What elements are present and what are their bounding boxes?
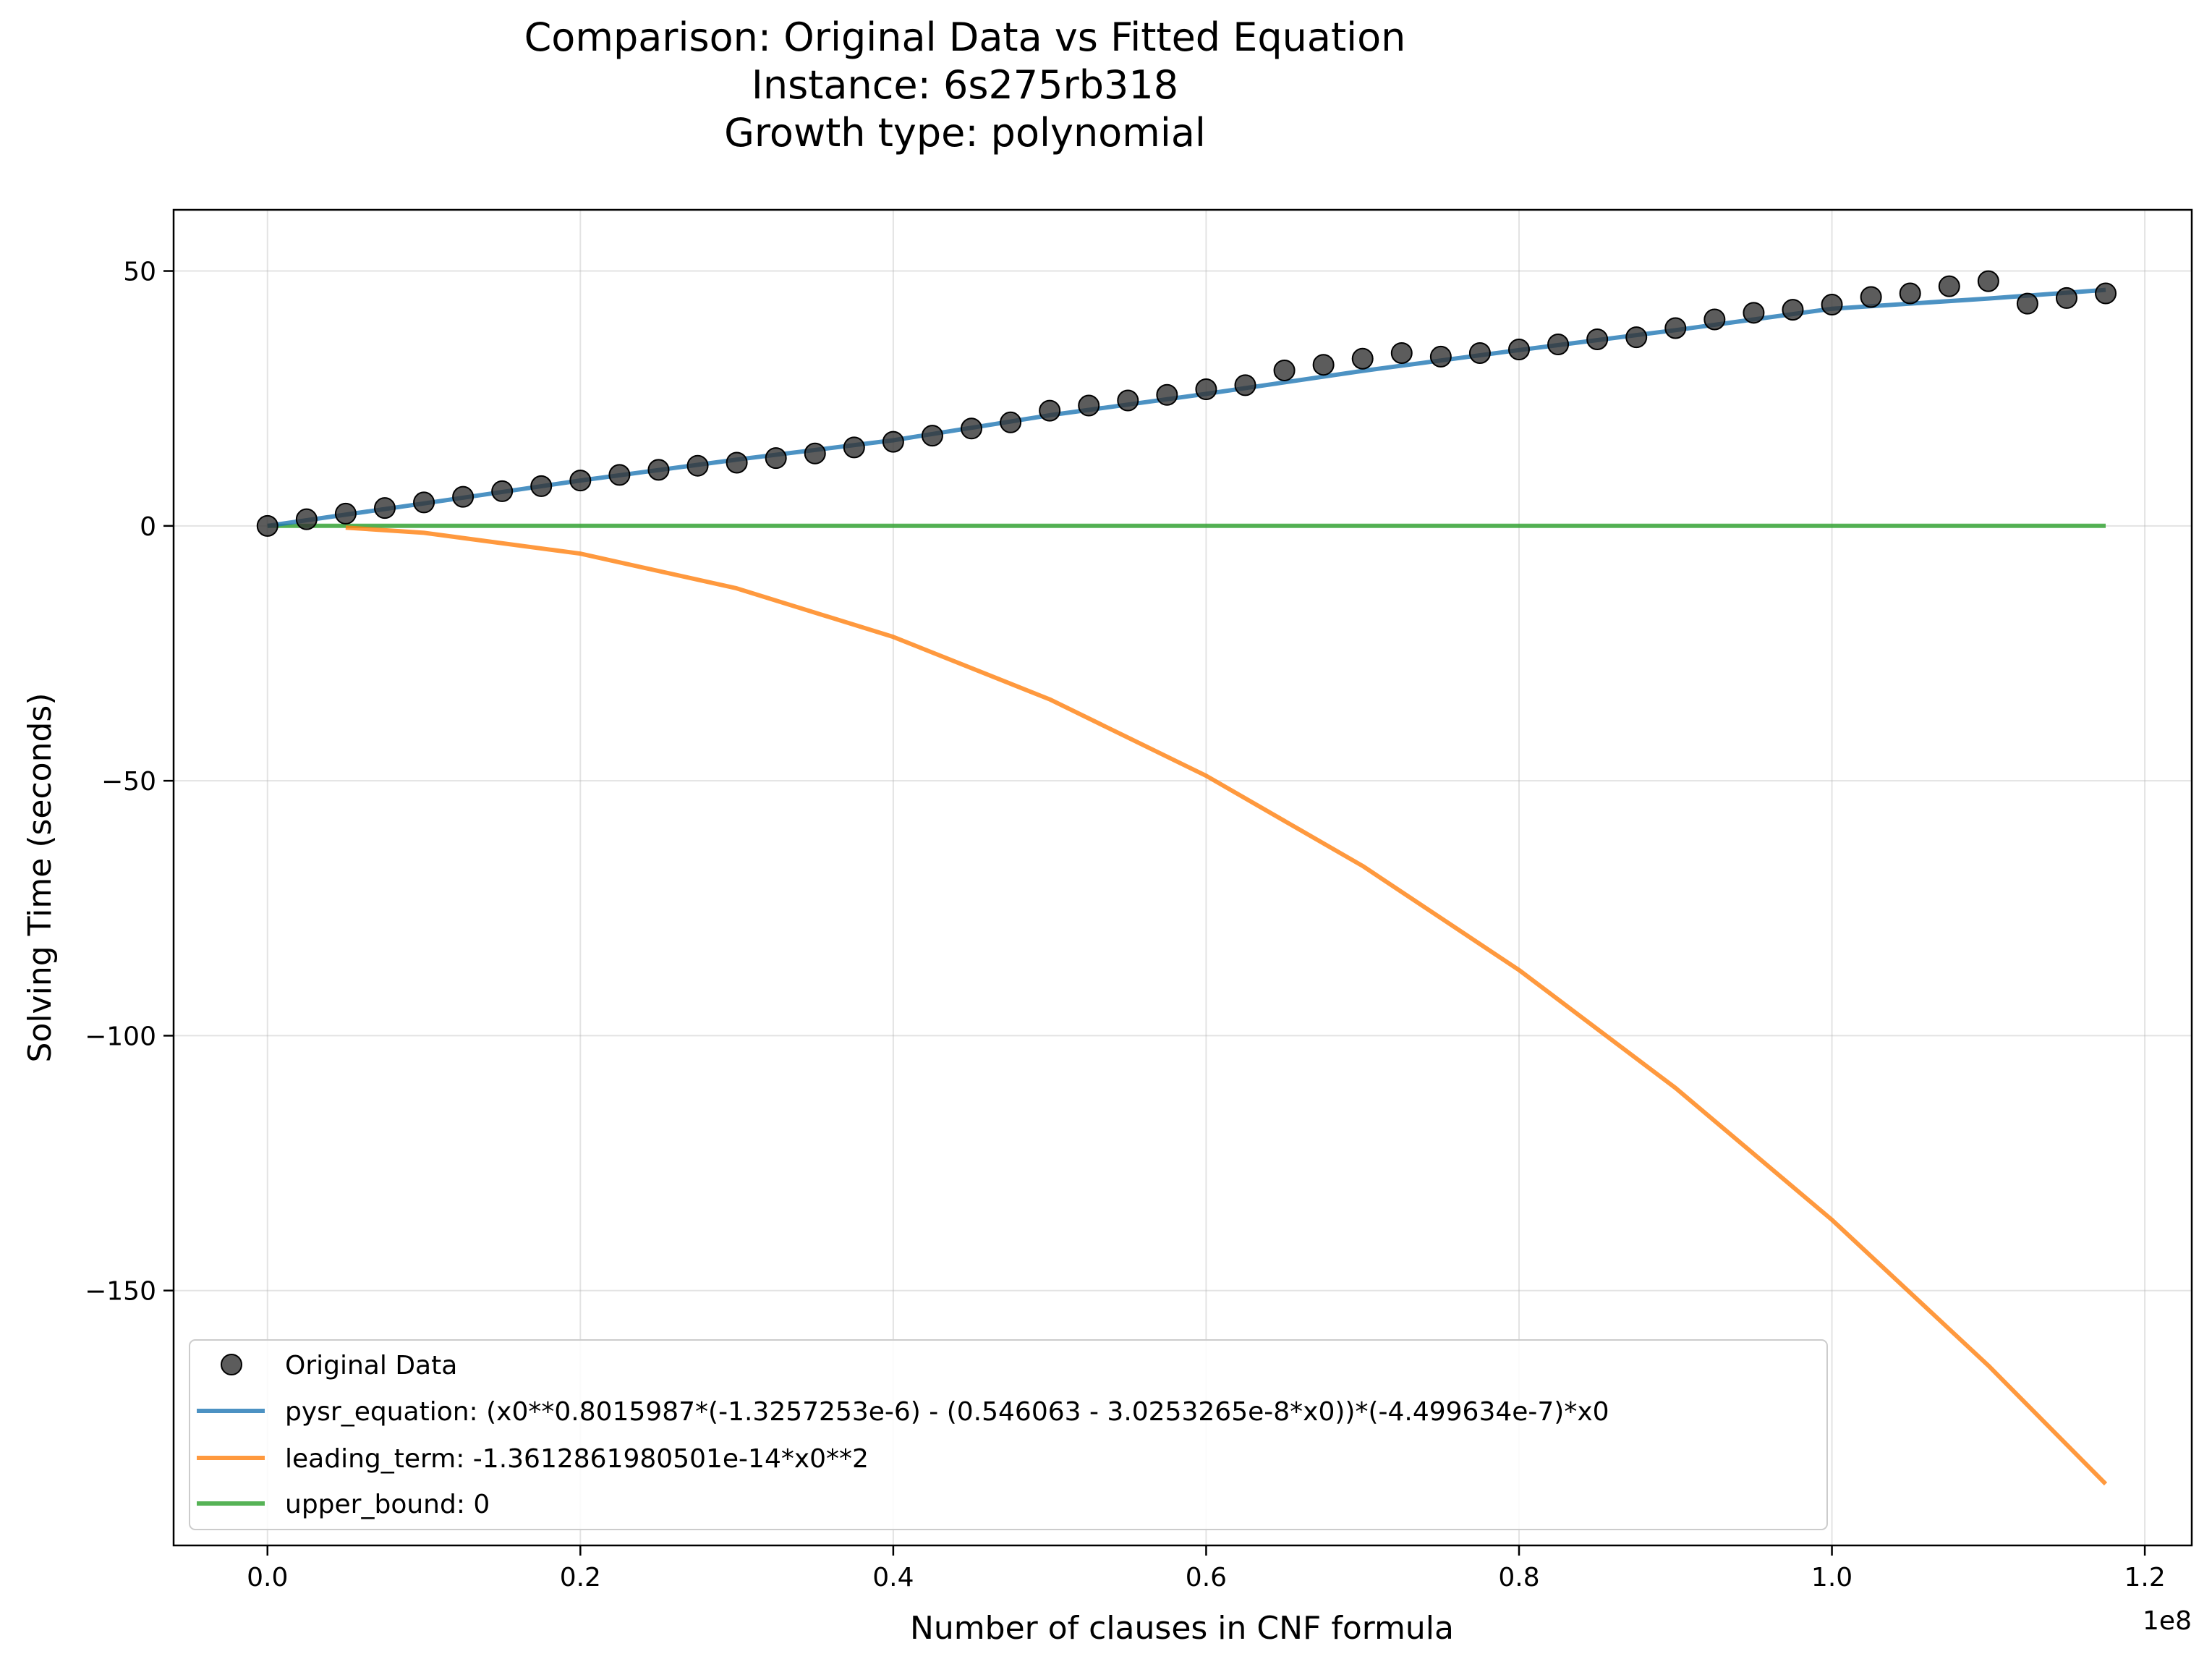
data-point bbox=[1508, 339, 1530, 361]
data-point bbox=[413, 491, 435, 514]
data-point bbox=[295, 508, 318, 530]
data-point bbox=[1743, 302, 1765, 324]
data-point bbox=[647, 459, 670, 481]
legend-box bbox=[189, 1339, 1828, 1530]
data-point bbox=[2095, 282, 2117, 305]
data-point bbox=[1782, 299, 1804, 321]
chart-title-line-1: Comparison: Original Data vs Fitted Equa… bbox=[524, 14, 1406, 60]
data-point bbox=[1468, 342, 1491, 364]
data-point bbox=[1429, 345, 1452, 368]
data-point bbox=[1821, 294, 1843, 316]
y-tick-label: 50 bbox=[123, 258, 156, 287]
data-point bbox=[1117, 389, 1139, 412]
chart-title-line-3: Growth type: polynomial bbox=[724, 110, 1206, 156]
data-point bbox=[921, 425, 943, 447]
data-point bbox=[608, 464, 631, 486]
data-point bbox=[1860, 286, 1882, 308]
legend-label-leading-term: leading_term: -1.3612861980501e-14*x0**2 bbox=[285, 1444, 869, 1474]
data-point bbox=[491, 480, 514, 502]
data-point bbox=[1703, 308, 1726, 331]
data-point bbox=[256, 514, 278, 537]
x-offset-label: 1e8 bbox=[2143, 1606, 2192, 1636]
data-point bbox=[1547, 334, 1570, 356]
y-axis-label: Solving Time (seconds) bbox=[22, 693, 59, 1063]
data-point bbox=[765, 447, 787, 470]
data-point bbox=[1390, 342, 1413, 364]
data-point bbox=[1625, 326, 1648, 349]
data-point bbox=[961, 417, 983, 440]
y-tick-label: −150 bbox=[85, 1277, 156, 1307]
data-point bbox=[843, 436, 865, 459]
data-point bbox=[1664, 317, 1687, 339]
x-tick-label: 0.2 bbox=[560, 1563, 601, 1592]
data-point bbox=[686, 454, 709, 477]
x-tick-label: 0.4 bbox=[872, 1563, 914, 1592]
x-tick-label: 0.6 bbox=[1186, 1563, 1227, 1592]
data-point bbox=[1899, 282, 1921, 305]
series-line-2 bbox=[345, 525, 2108, 1486]
data-point bbox=[452, 485, 475, 508]
x-tick-label: 1.0 bbox=[1811, 1563, 1852, 1592]
data-point bbox=[569, 470, 592, 492]
data-point bbox=[1977, 270, 1999, 292]
x-tick-label: 0.8 bbox=[1498, 1563, 1539, 1592]
data-point bbox=[1039, 399, 1061, 422]
chart-title-line-2: Instance: 6s275rb318 bbox=[752, 62, 1178, 108]
data-point bbox=[1156, 383, 1178, 406]
legend-marker-original-data bbox=[221, 1354, 242, 1375]
data-point bbox=[1078, 394, 1100, 417]
data-point bbox=[1273, 359, 1296, 381]
x-tick-label: 1.2 bbox=[2124, 1563, 2165, 1592]
y-tick-label: −50 bbox=[101, 767, 156, 797]
plot-series bbox=[256, 270, 2117, 1486]
data-point bbox=[1195, 378, 1217, 401]
legend-label-upper-bound: upper_bound: 0 bbox=[285, 1490, 490, 1519]
data-point bbox=[726, 451, 748, 474]
y-tick-label: −100 bbox=[85, 1022, 156, 1051]
data-point bbox=[882, 430, 904, 453]
legend-label-original-data: Original Data bbox=[285, 1351, 457, 1380]
x-axis-label: Number of clauses in CNF formula bbox=[910, 1610, 1454, 1647]
data-point bbox=[804, 442, 826, 465]
data-point bbox=[530, 475, 553, 497]
legend: Original Data pysr_equation: (x0**0.8015… bbox=[189, 1339, 1828, 1530]
data-point bbox=[1586, 328, 1609, 350]
legend-label-pysr-equation: pysr_equation: (x0**0.8015987*(-1.325725… bbox=[285, 1397, 1609, 1427]
plot-frame bbox=[172, 208, 2193, 1547]
data-point bbox=[1000, 411, 1022, 433]
data-point bbox=[1312, 354, 1335, 376]
y-tick-label: 0 bbox=[140, 512, 156, 542]
data-point bbox=[1351, 347, 1374, 370]
axis-ticks: 0.0 0.2 0.4 0.6 0.8 1.0 1.2 50 0 −50 −100 −150 bbox=[85, 258, 2166, 1592]
data-point bbox=[1938, 275, 1960, 297]
data-point bbox=[2055, 287, 2077, 309]
data-point bbox=[1234, 374, 1256, 396]
x-tick-label: 0.0 bbox=[247, 1563, 288, 1592]
data-point bbox=[334, 502, 357, 525]
data-point bbox=[2016, 292, 2038, 315]
data-point bbox=[373, 497, 396, 519]
